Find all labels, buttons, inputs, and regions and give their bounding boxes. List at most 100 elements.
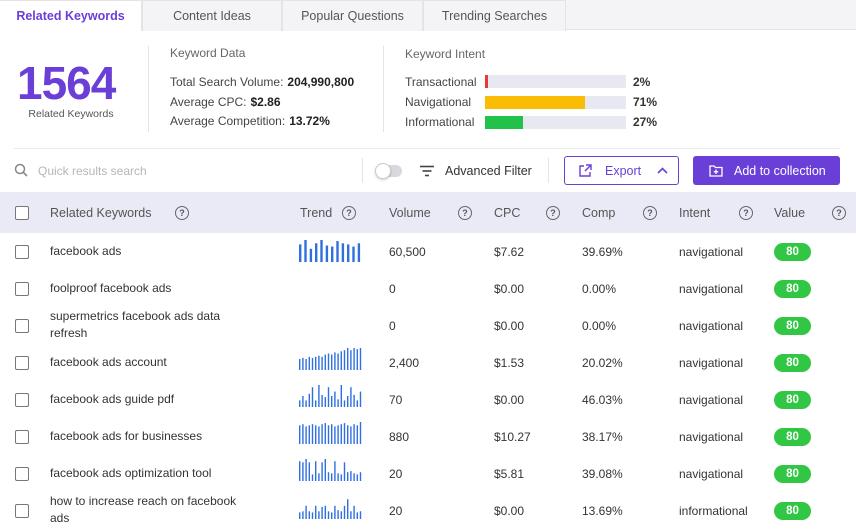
comp-cell: 46.03% — [582, 393, 623, 407]
trend-bar — [299, 359, 301, 370]
trend-bar — [343, 462, 346, 481]
export-label: Export — [605, 163, 642, 178]
intent-cell: navigational — [679, 282, 744, 296]
quick-search-input[interactable] — [38, 160, 338, 182]
row-checkbox[interactable] — [15, 282, 29, 296]
row-checkbox[interactable] — [15, 393, 29, 407]
trend-bar — [350, 350, 352, 370]
trend-sparkline — [299, 422, 362, 444]
help-icon[interactable]: ? — [458, 206, 472, 220]
trend-bar — [347, 244, 350, 262]
row-checkbox[interactable] — [15, 245, 29, 259]
help-icon[interactable]: ? — [546, 206, 560, 220]
column-header-cpc[interactable]: CPC — [494, 206, 521, 220]
intent-cell: navigational — [679, 319, 744, 333]
help-icon[interactable]: ? — [643, 206, 657, 220]
trend-bar — [308, 393, 310, 407]
comp-cell: 38.17% — [582, 430, 623, 444]
trend-bar — [347, 425, 349, 444]
intent-navigational-label: Navigational — [405, 95, 472, 109]
advanced-filter-toggle[interactable] — [375, 163, 402, 179]
tab-related-keywords[interactable]: Related Keywords — [0, 0, 142, 31]
chevron-up-icon — [657, 167, 668, 174]
trend-bar — [327, 425, 330, 444]
trend-bar — [315, 356, 317, 370]
cpc-cell: $10.27 — [494, 430, 531, 444]
select-all-checkbox[interactable] — [15, 206, 29, 220]
trend-bar — [353, 394, 355, 407]
trend-bar — [350, 511, 352, 519]
volume-cell: 20 — [389, 504, 403, 518]
value-badge: 80 — [774, 243, 811, 261]
column-header-volume[interactable]: Volume — [389, 206, 431, 220]
volume-cell: 0 — [389, 282, 396, 296]
table-header — [0, 192, 856, 233]
keyword-cell[interactable]: facebook ads optimization tool — [50, 466, 212, 480]
trend-bar — [353, 348, 355, 370]
value-badge: 80 — [774, 502, 811, 520]
tab-popular-questions[interactable]: Popular Questions — [282, 0, 423, 31]
keyword-cell[interactable]: facebook ads guide pdf — [50, 392, 175, 406]
trend-bar — [353, 473, 355, 481]
trend-bar — [305, 400, 307, 407]
intent-transactional-fill — [485, 75, 488, 88]
row-checkbox[interactable] — [15, 356, 29, 370]
trend-bar — [315, 461, 317, 481]
trend-bar — [320, 240, 323, 262]
average-cpc-label: Average CPC: — [170, 95, 247, 109]
column-header-keyword[interactable]: Related Keywords — [50, 206, 152, 220]
trend-bar — [331, 424, 333, 444]
row-checkbox[interactable] — [15, 430, 29, 444]
related-keywords-count: 1564 — [17, 57, 116, 109]
trend-bar — [318, 355, 320, 370]
add-to-collection-label: Add to collection — [734, 163, 826, 178]
row-checkbox[interactable] — [15, 467, 29, 481]
add-to-collection-button[interactable]: Add to collection — [693, 156, 840, 185]
trend-bar — [352, 246, 355, 262]
trend-bar — [340, 424, 342, 444]
column-header-trend[interactable]: Trend — [300, 206, 333, 220]
keyword-cell[interactable]: facebook ads for businesses — [50, 429, 203, 443]
tab-trending-searches[interactable]: Trending Searches — [423, 0, 566, 31]
help-icon[interactable]: ? — [342, 206, 356, 220]
trend-bar — [343, 423, 346, 444]
advanced-filter-label[interactable]: Advanced Filter — [445, 164, 532, 178]
trend-bar — [302, 424, 304, 444]
keyword-cell[interactable]: facebook ads — [50, 244, 122, 258]
trend-bar — [359, 511, 362, 519]
trend-bar — [336, 241, 339, 262]
column-header-value[interactable]: Value — [774, 206, 806, 220]
trend-bar — [309, 248, 313, 262]
volume-cell: 0 — [389, 319, 396, 333]
help-icon[interactable]: ? — [739, 206, 753, 220]
column-header-comp[interactable]: Comp — [582, 206, 616, 220]
value-badge: 80 — [774, 317, 811, 335]
help-icon[interactable]: ? — [175, 206, 189, 220]
intent-informational-fill — [485, 116, 523, 129]
keyword-cell[interactable]: how to increase reach on facebook ads — [50, 494, 237, 525]
trend-bar — [331, 246, 334, 262]
help-icon[interactable]: ? — [832, 206, 846, 220]
comp-cell: 39.08% — [582, 467, 623, 481]
column-header-intent[interactable]: Intent — [679, 206, 711, 220]
cpc-cell: $0.00 — [494, 393, 525, 407]
row-checkbox[interactable] — [15, 319, 29, 333]
trend-bar — [334, 505, 336, 519]
export-button[interactable]: Export — [564, 156, 679, 185]
keyword-cell[interactable]: foolproof facebook ads — [50, 281, 172, 295]
trend-bar — [299, 461, 301, 481]
trend-bar — [331, 354, 333, 370]
trend-bar — [305, 426, 307, 444]
trend-bar — [324, 505, 326, 519]
keyword-cell[interactable]: facebook ads account — [50, 355, 167, 369]
volume-cell: 70 — [389, 393, 403, 407]
cpc-cell: $0.00 — [494, 319, 525, 333]
trend-bar — [302, 357, 304, 370]
row-checkbox[interactable] — [15, 504, 29, 518]
trend-bar — [343, 400, 346, 407]
tab-content-ideas[interactable]: Content Ideas — [142, 0, 282, 31]
keyword-cell[interactable]: supermetrics facebook ads data refresh — [50, 309, 221, 340]
average-cpc-value: $2.86 — [250, 95, 281, 109]
trend-bar — [305, 505, 307, 519]
trend-bar — [327, 472, 330, 481]
